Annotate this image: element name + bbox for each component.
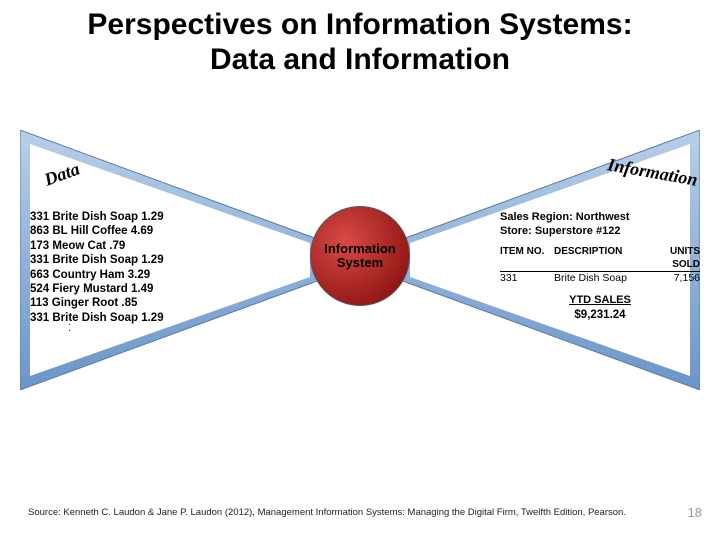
center-information-system: Information System bbox=[310, 206, 410, 306]
source-citation: Source: Kenneth C. Laudon & Jane P. Laud… bbox=[28, 507, 626, 518]
data-row: 173 Meow Cat .79 bbox=[30, 239, 240, 253]
data-information-diagram: Information System Data Information 331 … bbox=[20, 130, 700, 390]
region-line: Sales Region: Northwest bbox=[500, 210, 700, 224]
info-table-header: ITEM NO. DESCRIPTION UNITS SOLD bbox=[500, 245, 700, 272]
title-line2: Data and Information bbox=[0, 43, 720, 78]
data-row: 331 Brite Dish Soap 1.29 bbox=[30, 253, 240, 267]
col-desc: DESCRIPTION bbox=[554, 245, 640, 271]
store-line: Store: Superstore #122 bbox=[500, 224, 700, 238]
col-units: UNITS SOLD bbox=[644, 245, 700, 271]
data-row: 863 BL Hill Coffee 4.69 bbox=[30, 224, 240, 238]
data-row: 524 Fiery Mustard 1.49 bbox=[30, 282, 240, 296]
ytd-value: $9,231.24 bbox=[500, 308, 700, 323]
raw-data-list: 331 Brite Dish Soap 1.29 863 BL Hill Cof… bbox=[30, 210, 240, 325]
slide-title: Perspectives on Information Systems: Dat… bbox=[0, 8, 720, 77]
cell-units: 7,156 bbox=[644, 272, 700, 286]
ytd-label: YTD SALES bbox=[500, 293, 700, 307]
center-label-1: Information bbox=[324, 241, 396, 256]
information-output: Sales Region: Northwest Store: Superstor… bbox=[500, 210, 700, 322]
data-row: 331 Brite Dish Soap 1.29 bbox=[30, 311, 240, 325]
data-row: 113 Ginger Root .85 bbox=[30, 296, 240, 310]
data-row: 663 Country Ham 3.29 bbox=[30, 268, 240, 282]
data-row: 331 Brite Dish Soap 1.29 bbox=[30, 210, 240, 224]
ellipsis-icon: ··· bbox=[68, 316, 71, 334]
info-table-row: 331 Brite Dish Soap 7,156 bbox=[500, 272, 700, 286]
center-label-2: System bbox=[337, 255, 383, 270]
page-number: 18 bbox=[688, 505, 702, 520]
col-itemno: ITEM NO. bbox=[500, 245, 550, 271]
cell-itemno: 331 bbox=[500, 272, 550, 286]
cell-desc: Brite Dish Soap bbox=[554, 272, 640, 286]
title-line1: Perspectives on Information Systems: bbox=[0, 8, 720, 43]
